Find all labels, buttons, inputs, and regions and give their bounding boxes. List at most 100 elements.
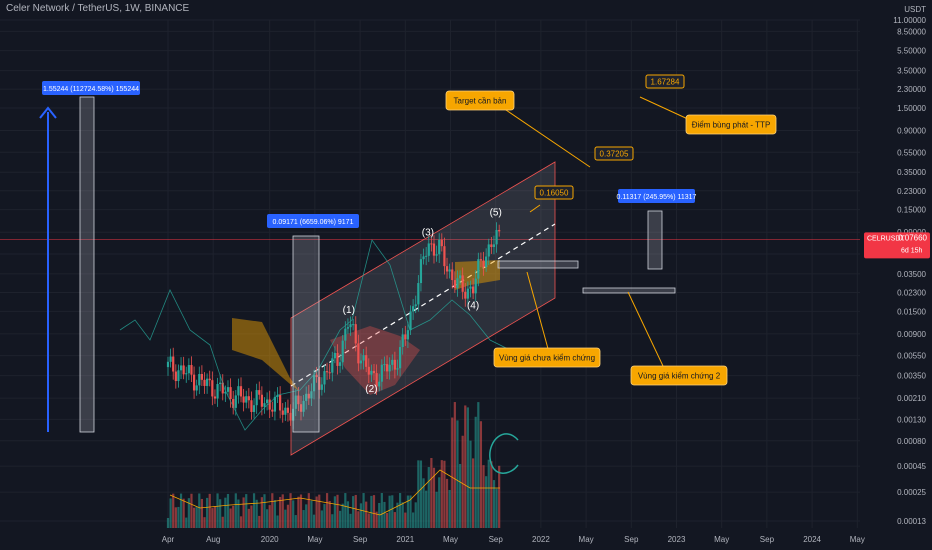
candle-body	[419, 259, 423, 284]
annotation-text: Vùng giá kiểm chứng 2	[638, 372, 721, 381]
candle-body	[490, 244, 493, 248]
price-label: 1.67284	[651, 78, 680, 87]
chart-title: Celer Network / TetherUS, 1W, BINANCE	[6, 3, 190, 14]
volume-bar	[325, 493, 329, 528]
volume-bar	[323, 504, 326, 528]
volume-bar	[359, 503, 363, 528]
volume-bar	[479, 421, 483, 528]
candle-body	[268, 399, 271, 410]
candle-body	[203, 379, 206, 386]
volume-bar	[490, 461, 493, 528]
volume-bar	[166, 518, 170, 528]
ichimoku-cloud	[232, 318, 300, 392]
price-label-box	[594, 146, 634, 161]
volume-bar	[372, 495, 376, 528]
volume-bar	[318, 494, 321, 528]
volume-bar	[414, 502, 417, 528]
candle-body	[453, 280, 456, 289]
candle-body	[263, 403, 266, 407]
callout-connector	[627, 291, 664, 367]
volume-bar	[495, 488, 498, 528]
callout-connector	[639, 96, 691, 121]
candle-body	[385, 364, 389, 372]
candle-body	[362, 355, 365, 361]
volume-bar	[208, 493, 211, 528]
candle-body	[216, 384, 219, 399]
candle-body	[378, 381, 381, 387]
candle-body	[192, 374, 196, 391]
candle-body	[219, 382, 222, 385]
candle-body	[294, 395, 297, 409]
measurement-label: 0.09171 (6659.06%) 9171	[273, 219, 354, 226]
volume-bar	[370, 495, 373, 528]
volume-bar	[200, 498, 203, 528]
candle-body	[479, 259, 483, 261]
candle-body	[297, 395, 300, 405]
candle-body	[208, 378, 211, 381]
measurement-label: 0.11317 (245.95%) 11317	[617, 194, 697, 201]
volume-bar	[265, 509, 269, 528]
volume-bar	[302, 510, 305, 528]
candle-body	[359, 360, 363, 364]
volume-bar	[224, 497, 227, 528]
volume-bar	[185, 517, 188, 528]
annotation-box[interactable]	[445, 90, 515, 111]
price-zone-verified-2[interactable]	[582, 287, 676, 294]
volume-bar	[242, 497, 245, 528]
annotation-box[interactable]	[685, 114, 777, 135]
x-tick-label: May	[307, 535, 322, 544]
candle-body	[401, 334, 404, 348]
candle-body	[461, 275, 464, 292]
candle-body	[185, 373, 188, 375]
annotation-box[interactable]	[493, 347, 601, 368]
wave-label: (5)	[490, 207, 502, 218]
measure-range[interactable]	[292, 235, 320, 433]
x-tick-label: 2022	[532, 535, 550, 544]
measure-range[interactable]	[79, 96, 95, 433]
volume-bar	[297, 496, 300, 528]
candle-body	[182, 365, 185, 375]
volume-bar	[365, 501, 368, 528]
candle-body	[323, 371, 326, 385]
candle-body	[391, 359, 394, 365]
ascending-channel[interactable]	[290, 161, 556, 456]
candle-body	[445, 266, 449, 272]
candle-body	[339, 362, 342, 366]
candle-body	[469, 286, 472, 289]
candle-body	[393, 359, 396, 370]
wave-label: (3)	[422, 227, 434, 238]
y-tick-label: 3.50000	[897, 67, 926, 76]
volume-bar	[182, 498, 185, 528]
volume-bar	[469, 440, 472, 528]
candle-body	[396, 368, 399, 370]
volume-bar	[279, 496, 282, 528]
candle-body	[474, 278, 477, 294]
volume-bar	[213, 506, 217, 528]
y-tick-label: 0.00045	[897, 462, 926, 471]
y-tick-label: 0.00025	[897, 488, 926, 497]
volume-bar	[331, 514, 334, 528]
volume-bar	[409, 495, 412, 528]
volume-bar	[232, 505, 235, 528]
measurement-label-box	[267, 214, 359, 228]
volume-bar	[419, 460, 423, 528]
candle-body	[422, 256, 425, 260]
candle-body	[226, 387, 230, 392]
volume-bar	[281, 494, 284, 528]
volume-bar	[417, 460, 420, 528]
volume-bar	[380, 493, 383, 528]
x-tick-label: 2020	[261, 535, 279, 544]
measure-range[interactable]	[647, 210, 663, 270]
annotation-box[interactable]	[630, 365, 728, 386]
candle-body	[414, 304, 417, 307]
price-zone-unverified[interactable]	[497, 260, 579, 269]
volume-bar	[406, 495, 410, 528]
candle-body	[289, 412, 292, 421]
volume-bar	[456, 420, 459, 528]
volume-bar	[206, 497, 209, 528]
volume-bar	[349, 513, 352, 528]
candle-body	[472, 286, 475, 294]
candle-body	[166, 361, 170, 368]
candle-body	[425, 255, 428, 257]
